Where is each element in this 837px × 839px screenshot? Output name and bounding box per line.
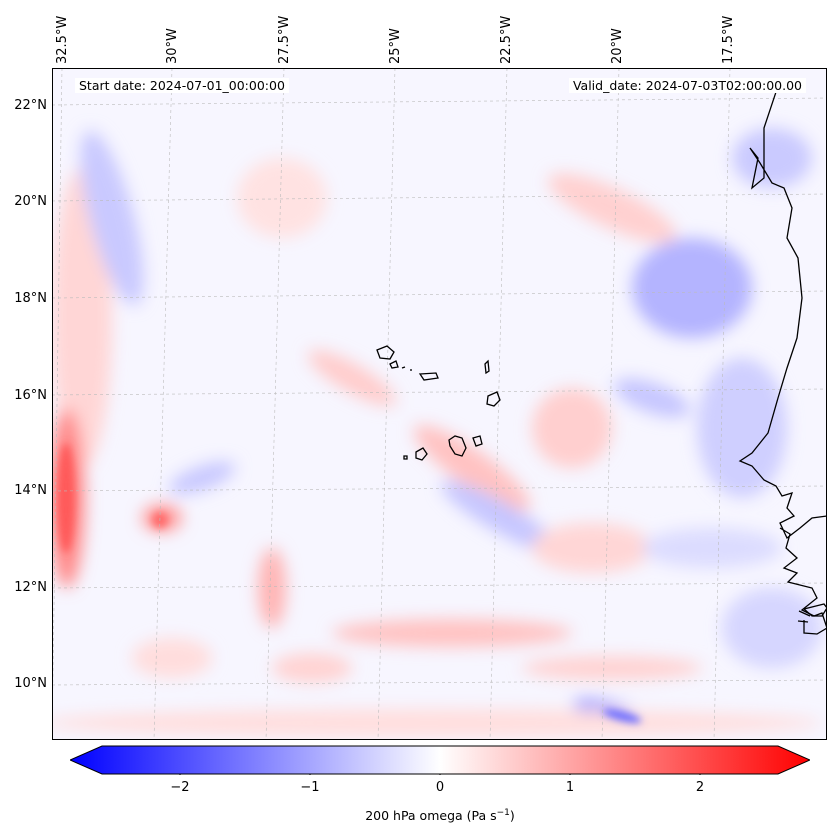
lon-label-25w: 25°W (388, 28, 403, 64)
lon-label-17-5w: 17.5°W (721, 15, 736, 64)
lon-label-32-5w: 32.5°W (55, 15, 70, 64)
colorbar-tick-label: −1 (300, 780, 320, 795)
lon-label-30w: 30°W (165, 28, 180, 64)
lat-label-16n: 16°N (14, 388, 47, 403)
omega-field-map (52, 68, 827, 740)
lon-label-22-5w: 22.5°W (499, 15, 514, 64)
colorbar-tick-label: 1 (565, 780, 575, 795)
lat-label-14n: 14°N (14, 483, 47, 498)
start-date-text: Start date: 2024-07-01_00:00:00 (75, 78, 289, 93)
lat-label-10n: 10°N (14, 676, 47, 691)
colorbar-label: 200 hPa omega (Pa s−1) (365, 808, 515, 823)
colorbar-tick-label: −2 (170, 780, 190, 795)
lat-label-22n: 22°N (14, 98, 47, 113)
colorbar (70, 745, 810, 775)
colorbar-ticks (179, 774, 701, 775)
coastlines (376, 79, 827, 635)
colorbar-tick-label: 0 (435, 780, 445, 795)
omega-field-blobs (52, 128, 822, 737)
colorbar-body (70, 745, 810, 775)
lon-label-20w: 20°W (610, 28, 625, 64)
map-frame (52, 68, 827, 740)
lon-label-27-5w: 27.5°W (277, 15, 292, 64)
colorbar-label-sup: −1 (496, 808, 510, 818)
map-panel (52, 68, 827, 740)
lat-label-20n: 20°N (14, 194, 47, 209)
lat-label-18n: 18°N (14, 291, 47, 306)
colorbar-tick-label: 2 (695, 780, 705, 795)
colorbar-label-main: 200 hPa omega (Pa s (365, 808, 497, 824)
lat-label-12n: 12°N (14, 580, 47, 595)
colorbar-label-end: ) (509, 808, 515, 824)
valid-date-text: Valid_date: 2024-07-03T02:00:00.00 (568, 78, 806, 93)
graticule (52, 68, 827, 740)
